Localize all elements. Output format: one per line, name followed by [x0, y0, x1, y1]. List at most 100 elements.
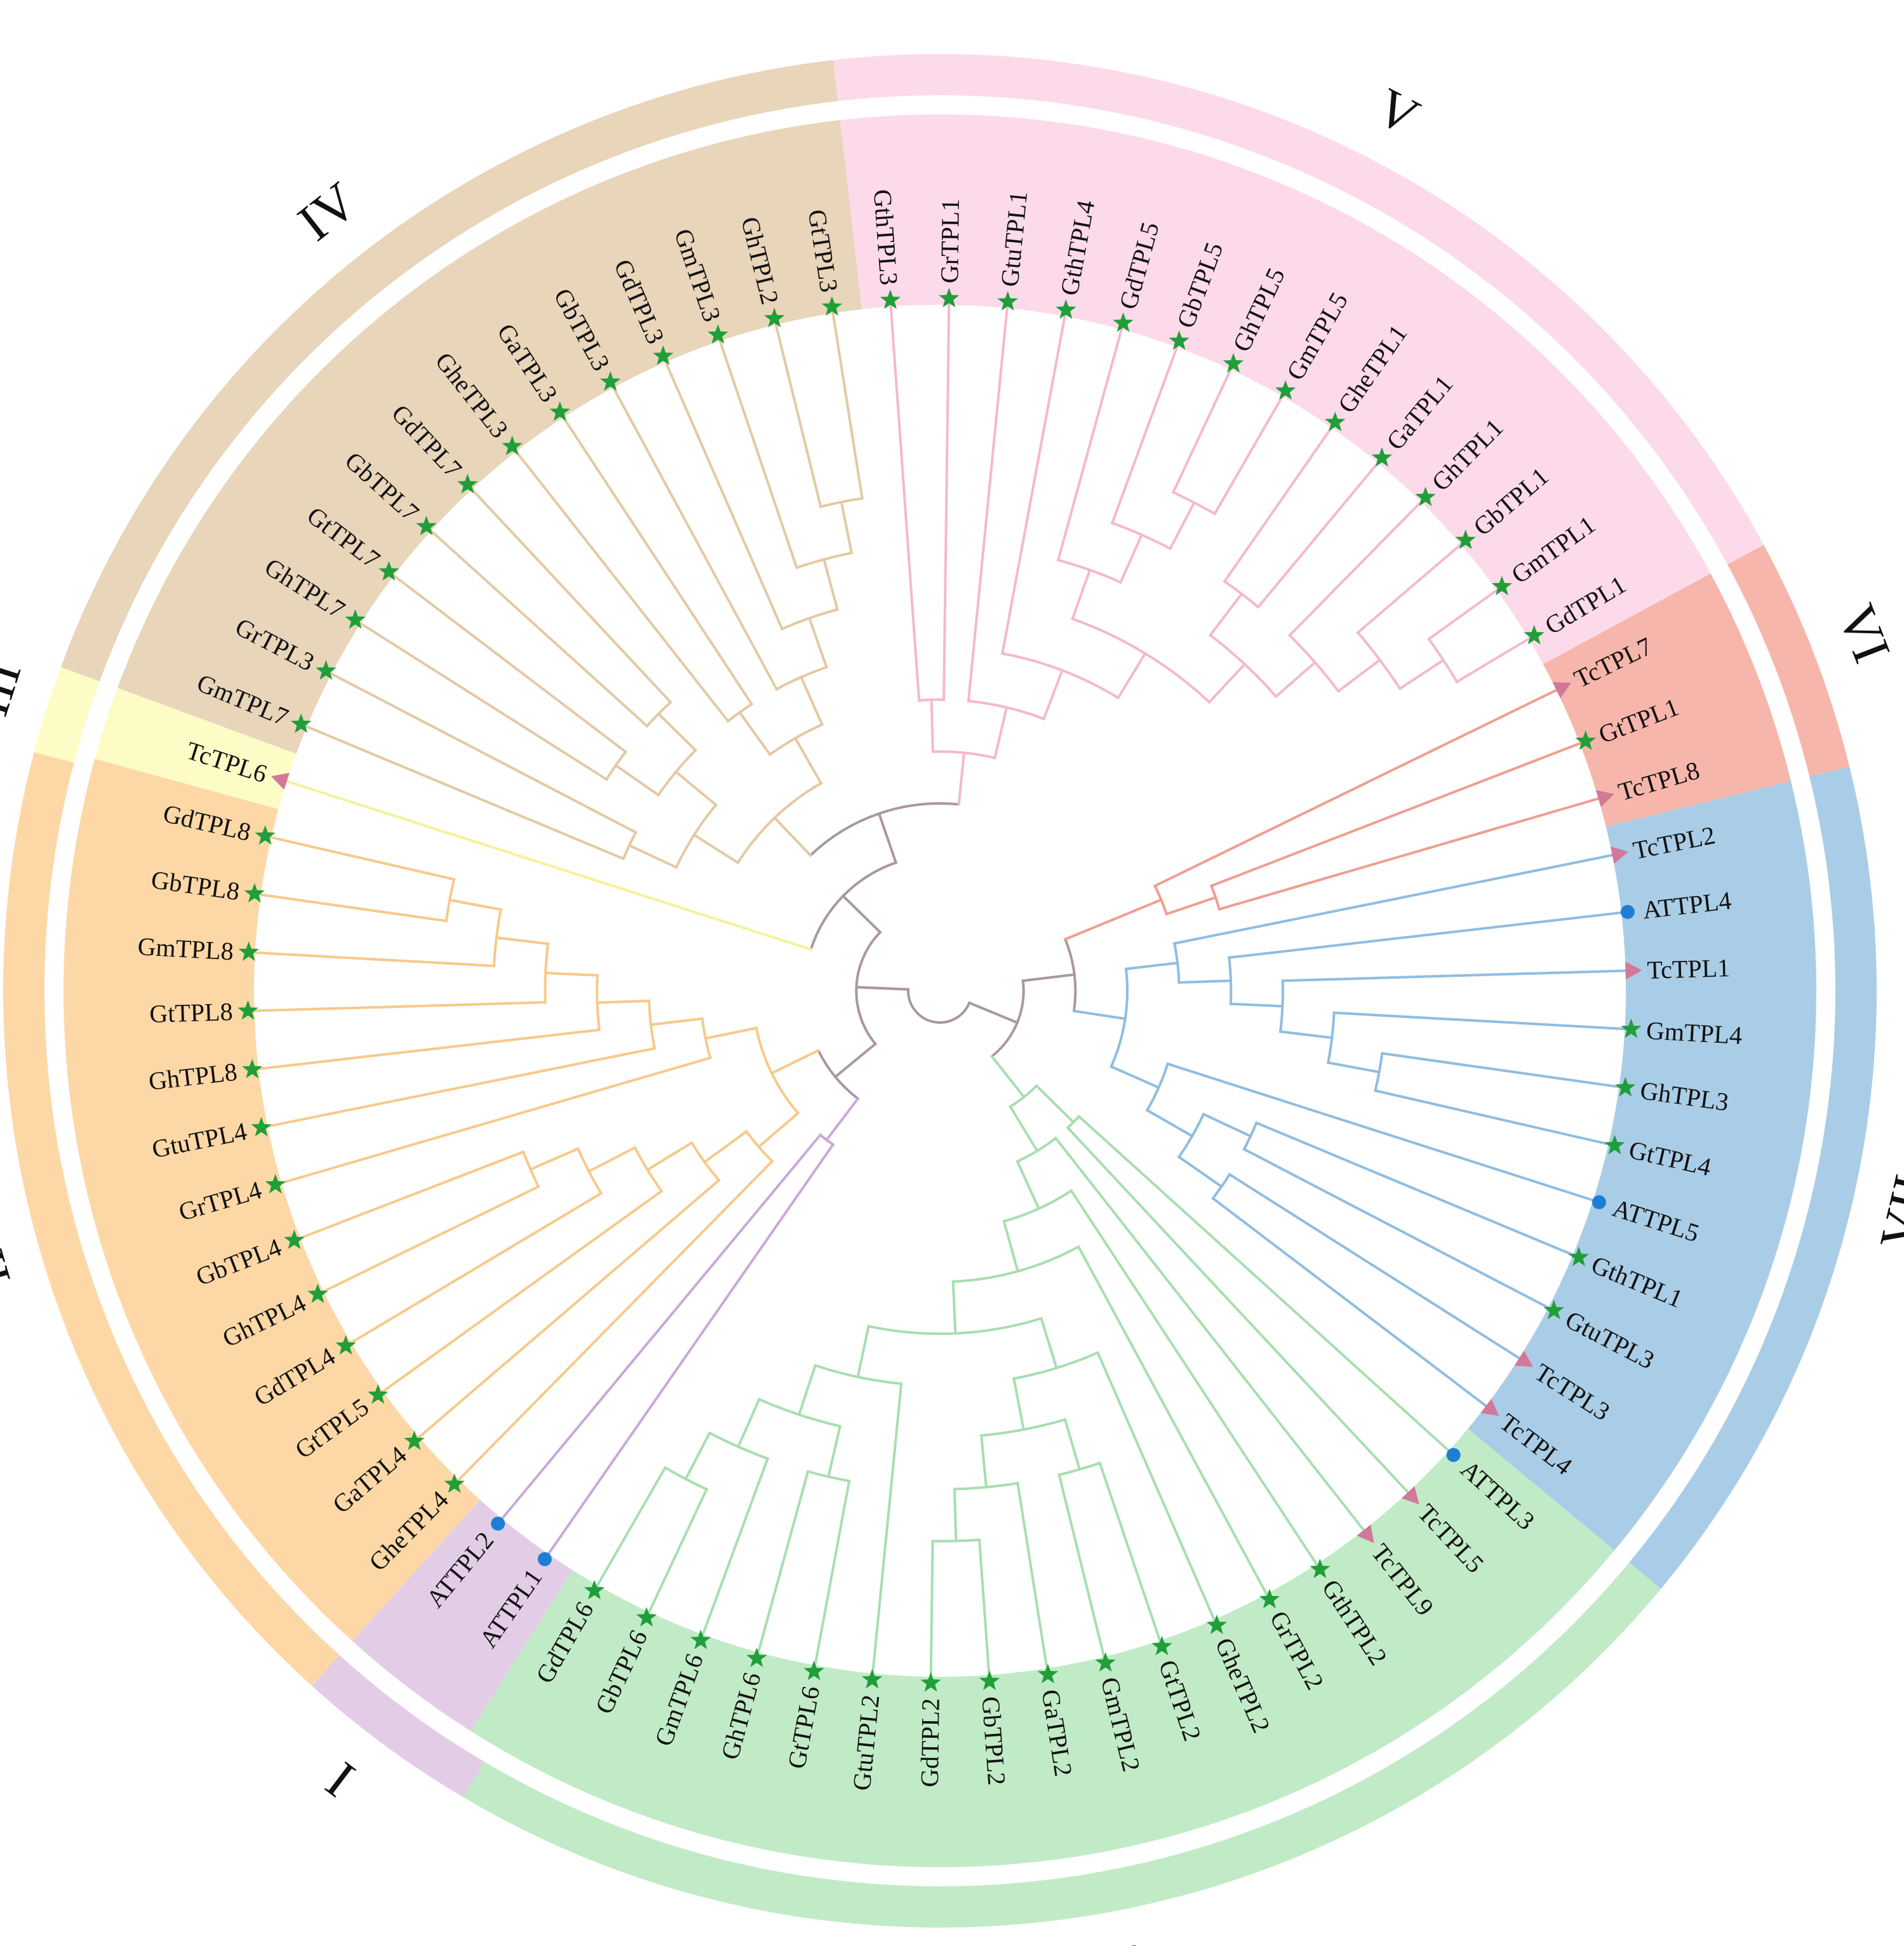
star-icon [939, 288, 960, 307]
branch-line [387, 570, 627, 754]
group-label-V: V [1367, 77, 1428, 147]
star-icon [335, 1335, 356, 1355]
branch-arc [1110, 967, 1129, 1068]
branch-line [1171, 362, 1235, 494]
branch-line [1209, 739, 1588, 888]
group-ring-segment-V [833, 54, 1764, 565]
branch-arc [931, 1538, 981, 1543]
branch-line [544, 971, 599, 977]
branch-line [250, 1028, 601, 1071]
branch-arc [967, 699, 1046, 721]
star-icon [862, 1668, 883, 1689]
branch-line [1256, 456, 1384, 609]
branch-arc [1110, 521, 1172, 551]
star-icon [1113, 312, 1134, 332]
star-icon [265, 1174, 286, 1194]
branch-arc [1063, 937, 1077, 1013]
branch-line [877, 812, 898, 864]
branch-line [833, 1042, 878, 1079]
star-icon [549, 401, 570, 421]
branch-line [704, 1026, 758, 1040]
star-icon [416, 516, 437, 535]
branch-line [1332, 1011, 1633, 1031]
branch-line [247, 951, 495, 967]
leaf-label: TcTPL1 [1647, 953, 1731, 984]
star-icon [284, 1230, 305, 1249]
star-icon [1259, 1588, 1280, 1609]
branch-arc [1356, 631, 1402, 690]
branch-line [587, 1146, 637, 1174]
branch-line [1145, 1108, 1194, 1138]
star-icon [653, 345, 674, 365]
star-icon [746, 1647, 767, 1667]
branch-line [1063, 918, 1115, 941]
branch-line [1124, 961, 1179, 970]
branch-line [1326, 1061, 1381, 1074]
branch-line [1172, 852, 1620, 945]
branch-line [1071, 568, 1092, 621]
branch-line [989, 1054, 1026, 1099]
branch-line [613, 763, 660, 797]
leaf-label: GdTPL2 [915, 1698, 945, 1788]
branch-line [797, 1364, 817, 1416]
branch-line [760, 932, 813, 951]
branch-line [1009, 1104, 1039, 1153]
branch-line [495, 936, 549, 946]
leaf-band-VI [1543, 573, 1791, 827]
star-icon [238, 941, 259, 962]
leaf-markers [238, 288, 1642, 1692]
star-icon [1491, 575, 1513, 596]
star-icon [379, 561, 399, 581]
star-icon [307, 1283, 328, 1303]
branch-line [645, 1141, 694, 1172]
branch-line [1002, 1219, 1020, 1273]
branch-arc [780, 608, 839, 631]
star-icon [880, 289, 901, 309]
branch-line [1042, 668, 1064, 721]
star-icon [1524, 624, 1545, 645]
branch-line [1228, 1172, 1527, 1364]
star-icon [707, 324, 728, 344]
branch-line [353, 618, 608, 781]
star-icon [690, 1629, 711, 1649]
star-icon [584, 1580, 605, 1600]
star-icon [241, 1059, 263, 1078]
star-icon [1206, 1614, 1227, 1634]
circle-icon [1592, 1195, 1606, 1209]
branch-arc [809, 861, 898, 951]
branch-line [967, 1001, 1019, 1024]
branch-arc [1228, 956, 1233, 1005]
star-icon [1310, 1559, 1331, 1578]
branch-line [1356, 538, 1468, 634]
branch-line [888, 299, 921, 702]
triangle-icon [1480, 1399, 1499, 1416]
group-ring-segment-I [290, 1635, 485, 1797]
branch-line [1153, 685, 1564, 888]
branch-arc [1177, 1112, 1205, 1159]
branch-arc [1012, 1351, 1100, 1380]
branch-line [699, 1457, 770, 1642]
branch-line [1016, 1159, 1041, 1211]
group-label-III: III [0, 654, 33, 722]
branch-line [1035, 1084, 1076, 1124]
branch-line [1166, 1062, 1601, 1204]
branch-line [292, 1150, 525, 1242]
branch-line [1274, 661, 1317, 699]
branch-line [657, 712, 697, 753]
branch-line [871, 1382, 903, 1681]
branch-line [466, 483, 673, 704]
branch-line [993, 706, 1009, 760]
star-icon [1415, 486, 1436, 506]
branch-arc [754, 1026, 800, 1115]
star-icon [255, 825, 276, 845]
branch-line [1202, 1112, 1252, 1138]
branch-line [1165, 896, 1217, 916]
branch-arc [674, 803, 718, 869]
star-icon [1455, 529, 1476, 549]
branch-line [260, 1047, 657, 1129]
branch-line [683, 1431, 712, 1481]
star-icon [251, 1117, 272, 1137]
group-ring [3, 54, 1877, 1928]
branch-line [608, 380, 779, 691]
branch-line [253, 892, 448, 923]
